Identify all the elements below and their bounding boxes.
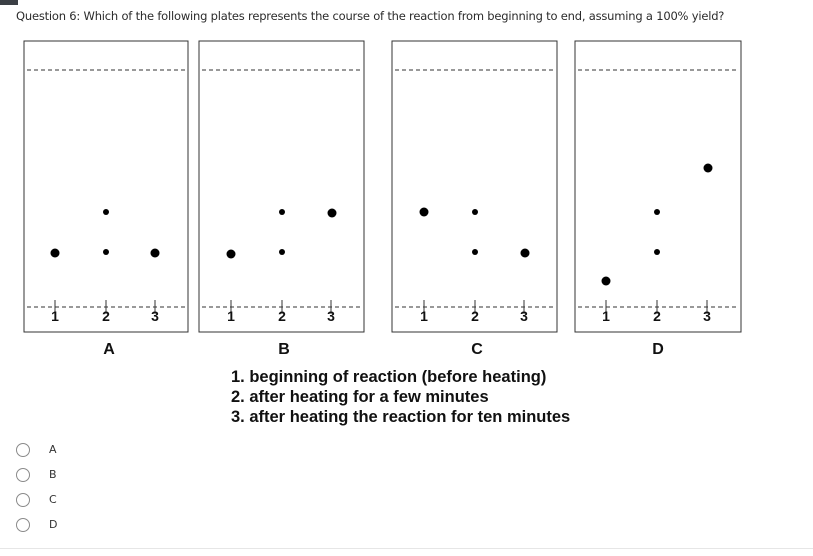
option-d[interactable]: D (16, 516, 136, 536)
radio-icon[interactable] (16, 443, 30, 457)
lane-label: 1 (227, 308, 235, 324)
plate-letter-c: C (471, 341, 483, 358)
tlc-plates-figure: 1 2 3 1 2 3 1 2 3 (23, 40, 742, 333)
radio-icon[interactable] (16, 518, 30, 532)
plate-d: 1 2 3 (574, 40, 742, 333)
legend-item-2: 2. after heating for a few minutes (231, 388, 489, 406)
lane-label: 1 (602, 308, 610, 324)
radio-icon[interactable] (16, 468, 30, 482)
lane-label: 1 (51, 308, 59, 324)
tlc-spot (419, 207, 429, 217)
plate-letter-d: D (652, 341, 664, 358)
tlc-spot (226, 249, 236, 259)
tlc-spot (601, 276, 611, 286)
plate-letter-a: A (103, 341, 115, 358)
option-label: C (49, 493, 57, 506)
lane-label: 2 (278, 308, 286, 324)
corner-tab (0, 0, 18, 5)
lane-label: 2 (471, 308, 479, 324)
lane-label: 3 (151, 308, 159, 324)
plate-c: 1 2 3 (391, 40, 558, 333)
option-c[interactable]: C (16, 491, 136, 511)
option-label: D (49, 518, 58, 531)
divider (0, 548, 813, 549)
tlc-spot (103, 249, 109, 255)
plate-a: 1 2 3 (23, 40, 189, 333)
tlc-spot (520, 248, 530, 258)
tlc-spot (654, 209, 660, 215)
question-text: Question 6: Which of the following plate… (16, 9, 725, 23)
tlc-spot (279, 249, 285, 255)
lane-label: 3 (520, 308, 528, 324)
tlc-spot (472, 249, 478, 255)
tlc-spot (654, 249, 660, 255)
tlc-spot (103, 209, 109, 215)
legend-item-1: 1. beginning of reaction (before heating… (231, 368, 547, 386)
tlc-spot (279, 209, 285, 215)
figure-legend: 1. beginning of reaction (before heating… (231, 367, 570, 427)
lane-label: 2 (102, 308, 110, 324)
radio-icon[interactable] (16, 493, 30, 507)
plate-letter-b: B (278, 341, 290, 358)
lane-label: 3 (327, 308, 335, 324)
plate-b: 1 2 3 (198, 40, 365, 333)
lane-label: 3 (703, 308, 711, 324)
legend-item-3: 3. after heating the reaction for ten mi… (231, 408, 571, 426)
lane-label: 1 (420, 308, 428, 324)
option-b[interactable]: B (16, 466, 136, 486)
tlc-spot (150, 248, 160, 258)
lane-label: 2 (653, 308, 661, 324)
tlc-spot (703, 163, 713, 173)
tlc-spot (472, 209, 478, 215)
option-label: B (49, 468, 57, 481)
option-label: A (49, 443, 57, 456)
option-a[interactable]: A (16, 441, 136, 461)
tlc-spot (50, 248, 60, 258)
tlc-spot (327, 208, 337, 218)
